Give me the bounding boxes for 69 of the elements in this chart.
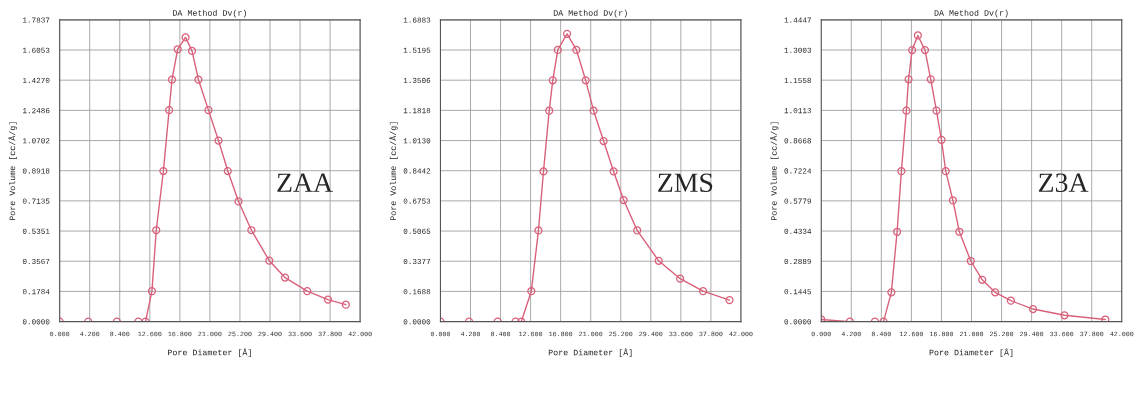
point <box>165 106 174 115</box>
point <box>545 106 554 115</box>
point <box>173 45 182 54</box>
point <box>887 288 896 297</box>
point <box>589 106 598 115</box>
point <box>991 288 1000 297</box>
point <box>303 287 312 296</box>
point <box>539 167 548 176</box>
point <box>280 273 290 282</box>
point <box>1006 296 1015 305</box>
x-axis-title: Pore Diameter [Å] <box>929 348 1013 357</box>
point <box>948 196 958 205</box>
point <box>920 45 930 55</box>
point <box>609 167 618 176</box>
point <box>926 75 935 84</box>
point <box>966 256 975 266</box>
x-axis-title: Pore Diameter [Å] <box>548 348 632 357</box>
point <box>562 29 572 38</box>
point <box>941 167 950 176</box>
point <box>654 256 663 265</box>
point <box>913 31 922 40</box>
point <box>181 33 190 42</box>
point <box>247 226 256 235</box>
point <box>978 275 987 284</box>
point <box>599 136 608 146</box>
chart-title: DA Method Dv(r) <box>934 9 1008 18</box>
point <box>955 227 964 236</box>
point <box>902 106 911 115</box>
point <box>908 45 917 55</box>
point <box>167 75 177 84</box>
y-axis-title: Pore Volume [cc/Å/g] <box>770 122 779 221</box>
point <box>534 226 543 235</box>
point <box>553 45 562 55</box>
point <box>892 227 902 236</box>
point <box>937 135 946 144</box>
point <box>223 166 232 176</box>
x-axis-title: Pore Diameter [Å] <box>168 348 251 357</box>
point <box>341 300 350 309</box>
point <box>932 106 941 115</box>
chart-title: DA Method Dv(r) <box>553 9 627 18</box>
point <box>581 76 590 85</box>
point <box>234 197 243 206</box>
annotation: ZMS <box>658 173 713 193</box>
point <box>676 274 685 283</box>
point <box>897 167 906 176</box>
point <box>1028 304 1038 314</box>
point <box>194 75 203 84</box>
point <box>698 287 708 296</box>
point <box>214 136 223 145</box>
point <box>187 46 197 56</box>
annotation: ZAA <box>277 173 333 192</box>
point <box>152 226 161 235</box>
chart-title: DA Method Dv(r) <box>173 9 246 18</box>
point <box>265 256 274 265</box>
point <box>1060 311 1069 320</box>
point <box>204 106 213 115</box>
annotation: Z3A <box>1038 173 1089 193</box>
point <box>323 295 333 304</box>
point <box>619 195 628 205</box>
point <box>572 45 581 55</box>
point <box>548 76 557 85</box>
y-axis-title: Pore Volume [cc/Å/g] <box>8 122 17 221</box>
point <box>147 287 157 296</box>
point <box>633 226 642 235</box>
point <box>159 166 168 176</box>
point <box>904 75 913 84</box>
point <box>725 296 734 305</box>
point <box>527 287 536 296</box>
y-axis-title: Pore Volume [cc/Å/g] <box>389 122 398 221</box>
